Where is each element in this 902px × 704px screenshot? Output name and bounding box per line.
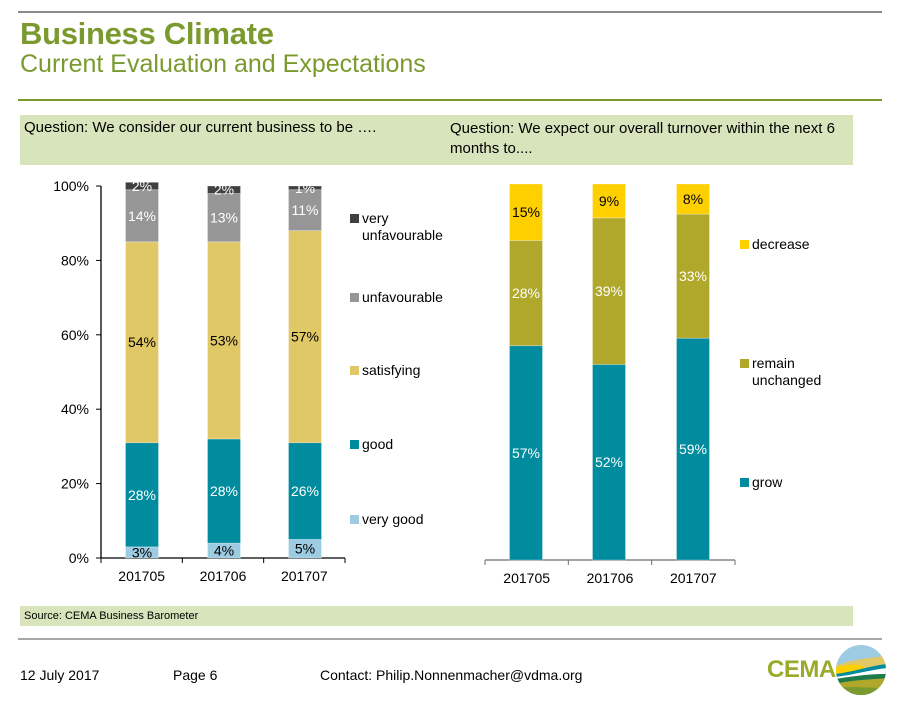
legend-label-remain-unchanged: remain unchanged (752, 355, 822, 388)
source-banner (20, 606, 853, 626)
legend-label-unfavourable: unfavourable (362, 289, 443, 305)
data-label-very-good: 5% (295, 541, 315, 557)
data-label-decrease: 9% (599, 193, 619, 209)
cema-logo-text: CEMA (767, 656, 836, 683)
data-label-satisfying: 54% (128, 334, 156, 350)
data-label-grow: 57% (512, 445, 540, 461)
y-tick-label: 100% (53, 178, 89, 194)
title-divider (18, 99, 882, 101)
bar-segment-satisfying (288, 230, 322, 444)
bar-segment-grow (509, 345, 543, 561)
top-divider (18, 11, 882, 13)
x-tick-label: 201705 (118, 568, 165, 584)
bar-segment-very-unfavourable (207, 185, 241, 194)
bar-segment-very-unfavourable (288, 185, 322, 191)
data-label-remain-unchanged: 33% (679, 268, 707, 284)
bar-segment-remain-unchanged (592, 217, 626, 365)
bar-segment-good (207, 438, 241, 544)
footer-divider (18, 638, 882, 640)
data-label-unfavourable: 11% (292, 202, 319, 218)
bar-segment-grow (676, 337, 710, 561)
data-label-unfavourable: 14% (128, 208, 156, 224)
data-label-good: 28% (210, 483, 238, 499)
bar-segment-satisfying (207, 241, 241, 440)
legend-label-grow: grow (752, 474, 783, 490)
cema-logo-icon (836, 645, 886, 695)
data-label-decrease: 15% (512, 204, 540, 220)
data-label-good: 26% (291, 483, 319, 499)
legend-swatch-good (350, 440, 359, 449)
question-banner (20, 115, 853, 165)
data-label-grow: 52% (595, 454, 623, 470)
bar-segment-decrease (509, 183, 543, 241)
legend-swatch-unfavourable (350, 293, 359, 302)
footer-contact: Contact: Philip.Nonnenmacher@vdma.org (320, 667, 583, 683)
data-label-satisfying: 57% (291, 329, 319, 345)
question-left: Question: We consider our current busine… (24, 119, 377, 136)
legend-swatch-remain-unchanged (740, 359, 749, 368)
footer-date: 12 July 2017 (20, 667, 100, 683)
data-label-very-good: 3% (132, 544, 152, 560)
legend-swatch-satisfying (350, 366, 359, 375)
page-title: Business Climate (20, 16, 274, 51)
bar-segment-good (125, 442, 159, 548)
legend-label-good: good (362, 436, 394, 452)
y-tick-label: 0% (69, 550, 89, 566)
bar-segment-decrease (676, 183, 710, 215)
x-tick-label: 201706 (200, 568, 247, 584)
chart-current-business: 0% 20% 40% 60% 80% 100% 201705 201706 201707 3% 28… (53, 178, 346, 584)
legend-swatch-very-unfavourable (350, 214, 359, 223)
data-label-good: 28% (128, 487, 156, 503)
data-label-unfavourable: 13% (210, 210, 238, 226)
bar-segment-grow (592, 364, 626, 561)
bar-segment-very-good (125, 546, 159, 559)
data-label-remain-unchanged: 28% (512, 285, 540, 301)
data-label-grow: 59% (679, 441, 707, 457)
data-label-decrease: 8% (683, 191, 703, 207)
x-tick-label: 201706 (587, 570, 634, 586)
data-label-satisfying: 53% (210, 332, 238, 348)
data-label-very-unfavourable: 2% (132, 178, 152, 194)
bar-segment-remain-unchanged (509, 239, 543, 347)
x-tick-label: 201705 (503, 570, 550, 586)
bar-segment-decrease (592, 183, 626, 219)
chart-turnover-expectation: 201705 201706 201707 57% 28% 15% 52% 39% 9% 59% 33… (484, 183, 736, 586)
data-label-very-unfavourable: 2% (214, 182, 234, 198)
legend-swatch-grow (740, 478, 749, 487)
legend-swatch-decrease (740, 240, 749, 249)
legend-swatch-very-good (350, 515, 359, 524)
data-label-very-unfavourable: 1% (295, 180, 315, 196)
legend-label-satisfying: satisfying (362, 362, 421, 378)
footer-page-number: Page 6 (173, 667, 218, 683)
bar-segment-good (288, 442, 322, 540)
page-subtitle: Current Evaluation and Expectations (20, 50, 426, 78)
legend-label-very-good: very good (362, 511, 424, 527)
data-label-very-good: 4% (214, 543, 234, 559)
legend-label-decrease: decrease (752, 236, 810, 252)
bar-segment-satisfying (125, 241, 159, 444)
x-tick-label: 201707 (281, 568, 328, 584)
y-tick-label: 40% (61, 401, 89, 417)
bar-segment-very-unfavourable (125, 181, 159, 191)
y-tick-label: 20% (61, 476, 89, 492)
y-tick-label: 80% (61, 252, 89, 268)
x-tick-label: 201707 (670, 570, 717, 586)
source-note: Source: CEMA Business Barometer (24, 610, 199, 622)
data-label-remain-unchanged: 39% (595, 283, 623, 299)
legend-label-very-unfavourable: very unfavourable (362, 210, 443, 243)
bar-segment-unfavourable (125, 189, 159, 243)
y-tick-label: 60% (61, 327, 89, 343)
bar-segment-unfavourable (288, 189, 322, 232)
question-right: Question: We expect our overall turnover… (450, 120, 835, 157)
